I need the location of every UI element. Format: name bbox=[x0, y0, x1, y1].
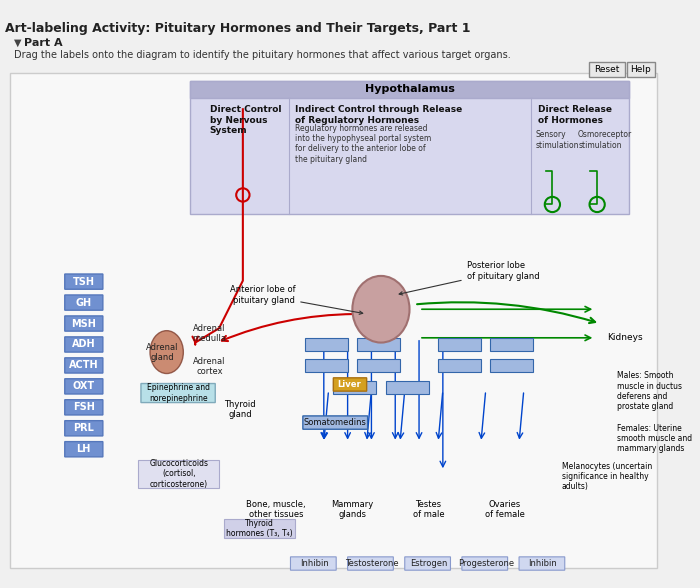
Text: OXT: OXT bbox=[73, 382, 95, 392]
Bar bbox=[438, 359, 481, 372]
Text: GH: GH bbox=[76, 298, 92, 308]
Text: Part A: Part A bbox=[24, 38, 62, 48]
Text: Adrenal
gland: Adrenal gland bbox=[146, 343, 178, 362]
Text: Somatomedins: Somatomedins bbox=[304, 418, 367, 427]
Text: Sensory
stimulation: Sensory stimulation bbox=[536, 130, 579, 149]
FancyBboxPatch shape bbox=[65, 420, 103, 436]
FancyBboxPatch shape bbox=[65, 295, 103, 310]
Text: Ovaries
of female: Ovaries of female bbox=[485, 500, 525, 519]
Text: Help: Help bbox=[631, 65, 651, 74]
Text: Adrenal
cortex: Adrenal cortex bbox=[193, 357, 226, 376]
FancyBboxPatch shape bbox=[65, 316, 103, 331]
FancyBboxPatch shape bbox=[65, 358, 103, 373]
Bar bbox=[491, 338, 533, 351]
Bar bbox=[138, 460, 219, 488]
Bar bbox=[386, 380, 428, 394]
FancyBboxPatch shape bbox=[519, 557, 565, 570]
Text: LH: LH bbox=[76, 445, 91, 455]
Text: Thyroid
gland: Thyroid gland bbox=[224, 400, 256, 419]
Text: Direct Control
by Nervous
System: Direct Control by Nervous System bbox=[209, 105, 281, 135]
Text: Adrenal
medulla: Adrenal medulla bbox=[193, 323, 227, 343]
Text: PRL: PRL bbox=[74, 423, 95, 433]
Bar bbox=[333, 380, 376, 394]
Bar bbox=[626, 62, 655, 77]
FancyBboxPatch shape bbox=[65, 337, 103, 352]
FancyBboxPatch shape bbox=[333, 378, 367, 391]
Text: Females: Uterine
smooth muscle and
mammary glands: Females: Uterine smooth muscle and mamma… bbox=[617, 423, 692, 453]
Text: Males: Smooth
muscle in ductus
deferens and
prostate gland: Males: Smooth muscle in ductus deferens … bbox=[617, 371, 682, 412]
Text: Bone, muscle,
other tissues: Bone, muscle, other tissues bbox=[246, 500, 306, 519]
Text: Posterior lobe
of pituitary gland: Posterior lobe of pituitary gland bbox=[399, 262, 539, 295]
Text: FSH: FSH bbox=[73, 402, 94, 412]
Text: Thyroid
hormones (T₃, T₄): Thyroid hormones (T₃, T₄) bbox=[225, 519, 293, 538]
Text: Inhibin: Inhibin bbox=[300, 559, 329, 568]
FancyBboxPatch shape bbox=[65, 274, 103, 289]
Text: Melanocytes (uncertain
significance in healthy
adults): Melanocytes (uncertain significance in h… bbox=[562, 462, 652, 492]
Text: Hypothalamus: Hypothalamus bbox=[365, 84, 454, 94]
Text: Testosterone: Testosterone bbox=[344, 559, 398, 568]
Text: Direct Release
of Hormones: Direct Release of Hormones bbox=[538, 105, 612, 125]
Text: Mammary
glands: Mammary glands bbox=[331, 500, 374, 519]
Bar bbox=[224, 519, 295, 538]
Bar bbox=[190, 81, 629, 214]
Text: Osmoreceptor
stimulation: Osmoreceptor stimulation bbox=[578, 130, 632, 149]
Text: ▼: ▼ bbox=[14, 38, 22, 48]
Text: Glucocorticoids
(cortisol,
corticosterone): Glucocorticoids (cortisol, corticosteron… bbox=[150, 459, 209, 489]
FancyBboxPatch shape bbox=[303, 416, 368, 429]
Text: ACTH: ACTH bbox=[69, 360, 99, 370]
FancyBboxPatch shape bbox=[462, 557, 507, 570]
FancyBboxPatch shape bbox=[405, 557, 451, 570]
Text: Liver: Liver bbox=[337, 380, 361, 389]
Bar bbox=[190, 81, 629, 98]
Bar bbox=[357, 359, 400, 372]
Text: Progesterone: Progesterone bbox=[458, 559, 514, 568]
Text: Drag the labels onto the diagram to identify the pituitary hormones that affect : Drag the labels onto the diagram to iden… bbox=[14, 50, 511, 60]
Text: TSH: TSH bbox=[73, 276, 94, 286]
Text: Reset: Reset bbox=[594, 65, 620, 74]
Text: Indirect Control through Release
of Regulatory Hormones: Indirect Control through Release of Regu… bbox=[295, 105, 463, 125]
Ellipse shape bbox=[352, 276, 410, 343]
FancyBboxPatch shape bbox=[141, 383, 215, 403]
Bar bbox=[491, 359, 533, 372]
Bar bbox=[589, 62, 625, 77]
Text: Art-labeling Activity: Pituitary Hormones and Their Targets, Part 1: Art-labeling Activity: Pituitary Hormone… bbox=[5, 22, 470, 35]
Bar bbox=[304, 338, 348, 351]
Text: Epinephrine and
norepinephrine: Epinephrine and norepinephrine bbox=[146, 383, 209, 403]
FancyBboxPatch shape bbox=[290, 557, 336, 570]
Bar bbox=[304, 359, 348, 372]
Bar bbox=[438, 338, 481, 351]
FancyBboxPatch shape bbox=[65, 442, 103, 457]
Text: Inhibin: Inhibin bbox=[528, 559, 557, 568]
Bar bbox=[357, 338, 400, 351]
FancyBboxPatch shape bbox=[65, 400, 103, 415]
Text: Regulatory hormones are released
into the hypophyseal portal system
for delivery: Regulatory hormones are released into th… bbox=[295, 123, 431, 163]
FancyBboxPatch shape bbox=[65, 379, 103, 394]
Text: Testes
of male: Testes of male bbox=[413, 500, 444, 519]
Ellipse shape bbox=[150, 330, 183, 373]
Bar bbox=[10, 73, 657, 568]
Text: Estrogen: Estrogen bbox=[410, 559, 447, 568]
Text: Kidneys: Kidneys bbox=[608, 333, 643, 342]
Text: MSH: MSH bbox=[71, 319, 96, 329]
Text: ADH: ADH bbox=[72, 339, 96, 349]
Text: Anterior lobe of
pituitary gland: Anterior lobe of pituitary gland bbox=[230, 285, 363, 315]
FancyBboxPatch shape bbox=[348, 557, 393, 570]
